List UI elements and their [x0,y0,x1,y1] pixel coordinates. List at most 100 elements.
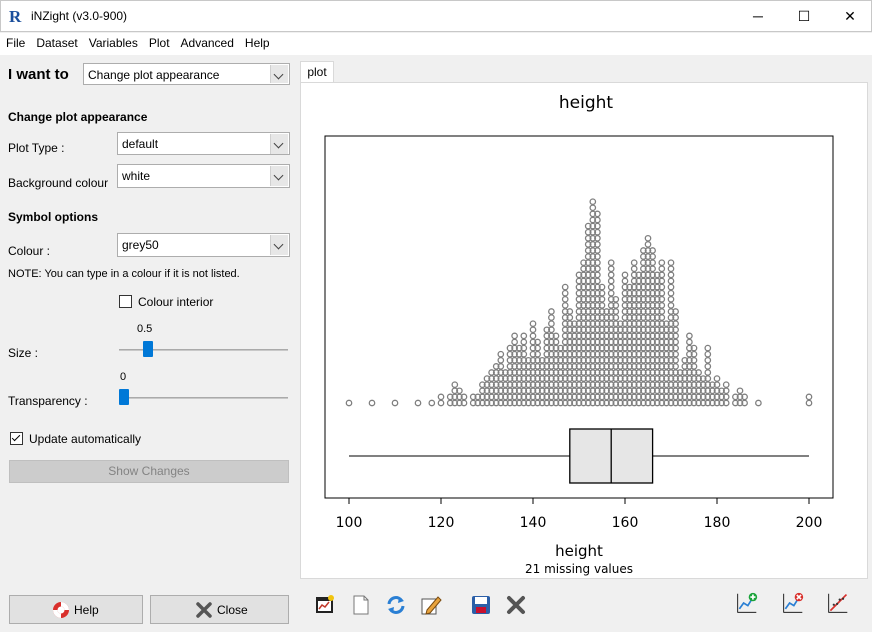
new-page-icon[interactable] [350,594,372,616]
data-point [584,350,592,358]
data-point [580,338,587,346]
colour-interior-checkbox[interactable] [119,295,132,308]
data-point [571,356,578,364]
menu-variables[interactable]: Variables [88,36,138,50]
data-point [483,381,491,389]
menu-advanced[interactable]: Advanced [180,36,234,50]
data-point [741,393,748,401]
remove-inference-icon[interactable] [782,592,804,614]
data-point [594,338,601,346]
data-point [488,399,495,407]
refresh-icon[interactable] [385,594,407,616]
data-point [672,399,679,407]
data-point [580,369,587,376]
x-tick-label: 200 [796,515,823,531]
data-point [672,326,679,334]
data-point [667,381,675,389]
data-point [644,326,652,334]
menu-file[interactable]: File [6,36,26,50]
tab-plot[interactable]: plot [300,61,334,83]
save-icon[interactable] [470,594,492,616]
data-point [653,326,661,334]
data-point [534,393,541,401]
data-point [497,369,505,376]
menu-plot[interactable]: Plot [148,36,170,50]
data-point [575,289,583,297]
transparency-slider-track[interactable] [119,397,288,399]
data-point [594,234,601,242]
data-point [520,375,528,382]
data-point [617,326,624,334]
data-point [571,393,578,401]
data-point [543,369,551,376]
plot-type-dropdown[interactable]: default [117,132,290,155]
data-point [658,314,666,321]
add-inference-icon[interactable] [736,592,758,614]
data-point [603,320,610,328]
close-window-button[interactable]: ✕ [844,8,856,24]
background-colour-dropdown[interactable]: white [117,164,290,188]
data-point [589,302,597,309]
delete-icon[interactable] [505,594,527,616]
data-point [640,283,647,291]
i-want-to-dropdown[interactable]: Change plot appearance [83,63,290,85]
size-slider-handle[interactable] [142,341,153,357]
data-point [488,381,495,389]
data-point [534,338,541,346]
edit-icon[interactable] [420,594,442,616]
data-point [603,381,610,389]
data-point [667,259,675,267]
colour-note: NOTE: You can type in a colour if it is … [8,268,240,280]
data-point [575,338,583,346]
data-point [594,289,601,297]
data-point [626,295,633,303]
data-point [603,387,610,395]
data-point [649,283,656,291]
data-point [566,338,574,346]
data-point [534,344,541,352]
help-button[interactable]: Help [9,595,143,624]
minimize-button[interactable]: ─ [753,8,763,24]
menu-help[interactable]: Help [244,36,270,50]
data-point [589,210,597,218]
data-point [653,295,661,303]
data-point [621,283,629,291]
transparency-slider-handle[interactable] [119,389,129,405]
colour-dropdown[interactable]: grey50 [117,233,290,257]
trend-line-icon[interactable] [827,592,849,614]
data-point [686,393,693,401]
close-button[interactable]: Close [150,595,289,624]
data-point [667,387,675,395]
menu-dataset[interactable]: Dataset [36,36,78,50]
data-point [644,375,652,382]
data-point [594,375,601,382]
data-point [640,277,647,285]
data-point [667,302,675,309]
data-point [584,271,592,279]
background-colour-value: white [122,169,151,183]
data-point [640,271,647,279]
show-changes-button[interactable]: Show Changes [9,460,289,483]
new-plot-window-icon[interactable] [314,594,336,616]
data-point [612,338,620,346]
maximize-button[interactable]: ☐ [797,8,811,24]
data-point [658,399,666,407]
data-point [667,265,675,273]
data-point [589,277,597,285]
data-point [552,387,560,395]
data-point [621,393,629,401]
data-point [630,283,638,291]
data-point [529,393,537,401]
data-point [612,387,620,395]
size-slider-track[interactable] [119,349,288,351]
data-point [525,387,532,395]
data-point [575,320,583,328]
data-point [649,399,656,407]
update-automatically-checkbox[interactable] [10,432,23,445]
data-point [529,320,537,328]
data-point [492,393,500,401]
data-point [607,344,615,352]
data-point [621,271,629,279]
data-point [580,308,587,315]
data-point [594,363,601,370]
